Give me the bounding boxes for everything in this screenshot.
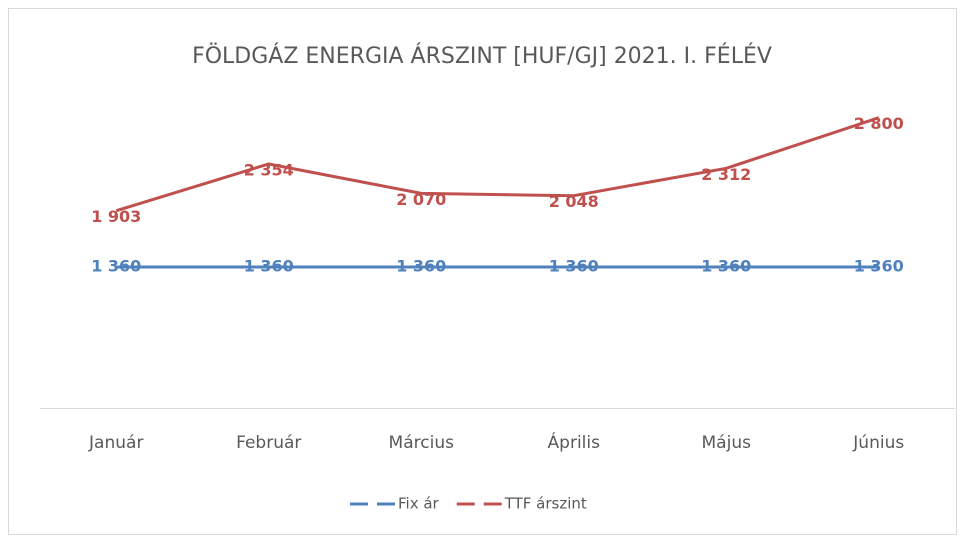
data-label: 2 070 <box>396 190 446 209</box>
data-label: 1 360 <box>854 257 904 276</box>
x-tick-label: Január <box>88 433 143 453</box>
data-label: 2 312 <box>701 165 751 184</box>
data-label: 1 360 <box>244 257 294 276</box>
x-tick-label: Május <box>702 433 752 453</box>
chart-title: FÖLDGÁZ ENERGIA ÁRSZINT [HUF/GJ] 2021. I… <box>192 43 772 69</box>
data-label: 1 360 <box>91 257 141 276</box>
x-tick-label: Április <box>548 431 601 453</box>
data-label: 1 360 <box>396 257 446 276</box>
data-label: 2 048 <box>549 192 599 211</box>
data-label: 2 800 <box>854 114 904 133</box>
legend-label: TTF árszint <box>504 495 587 513</box>
data-label: 1 903 <box>91 207 141 226</box>
legend-label: Fix ár <box>398 495 440 513</box>
data-label: 1 360 <box>701 257 751 276</box>
data-label: 2 354 <box>244 160 294 179</box>
chart-border <box>8 8 957 535</box>
series-line <box>115 116 880 213</box>
x-tick-label: Február <box>236 433 301 453</box>
x-tick-label: Március <box>389 433 455 453</box>
x-tick-label: Június <box>852 433 904 453</box>
data-label: 1 360 <box>549 257 599 276</box>
